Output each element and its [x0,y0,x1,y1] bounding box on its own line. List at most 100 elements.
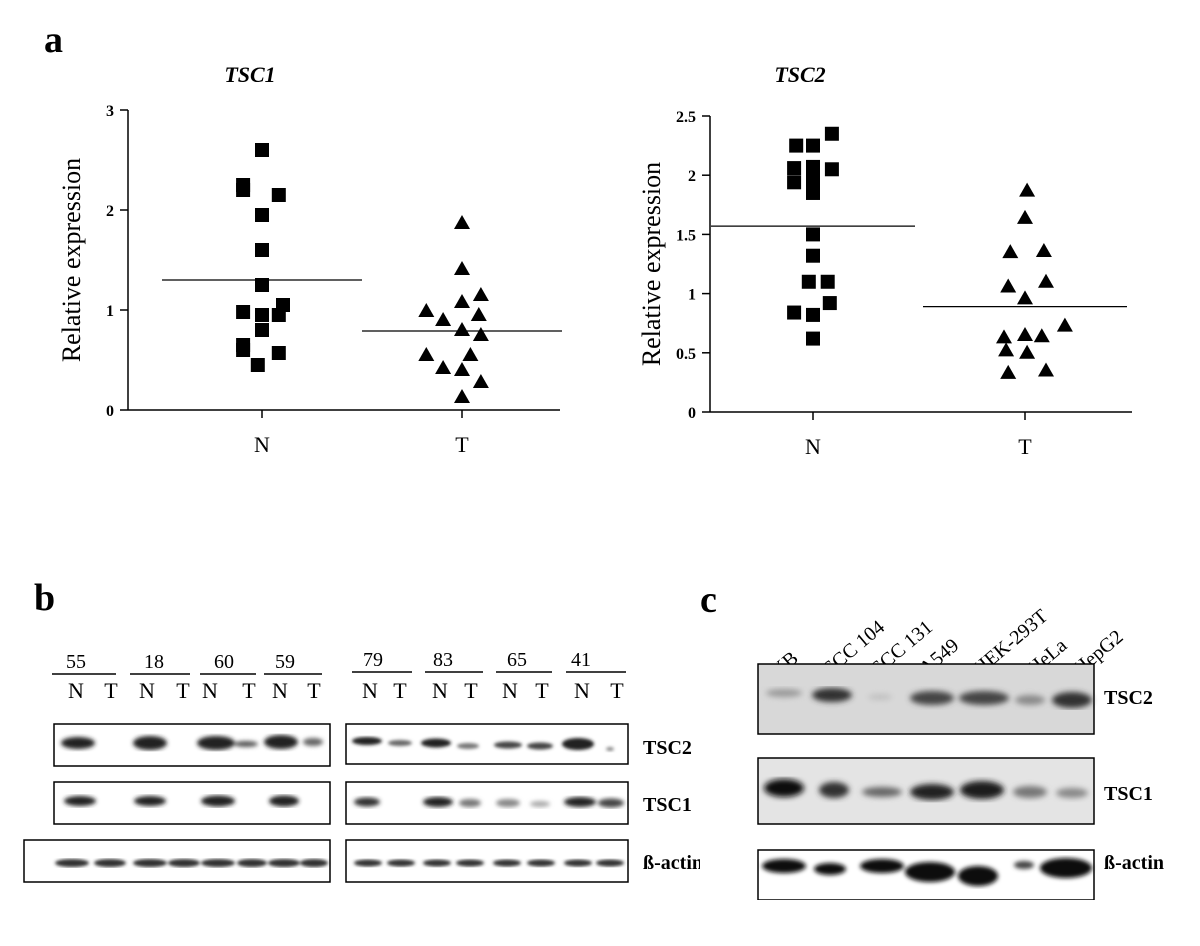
data-point [462,347,479,361]
sample-label: 55 [66,651,86,673]
blot-c-label-tsc2: TSC2 [1104,687,1153,709]
lane-t: T [610,678,624,703]
data-point [806,227,820,242]
y-tick-label: 2 [688,168,696,185]
data-point [1035,242,1052,257]
data-point [806,159,820,174]
data-point [806,172,820,187]
data-point [1038,273,1054,288]
data-point [472,287,489,301]
blot-c-label-actin: ß-actin [1104,852,1164,874]
data-point [255,208,269,222]
blot-c-tsc2-row: TSC2 [757,663,1153,735]
data-point [820,274,835,289]
data-point [271,188,286,202]
y-tick-label: 3 [106,103,114,120]
data-point [801,274,816,289]
lane-t: T [104,678,118,703]
data-point [250,358,265,372]
data-point [255,278,269,292]
data-point [787,175,802,190]
data-point [806,185,820,200]
panel-c-blot: KB SCC 104 SCC 131 A549 HEK-293T HeLa He… [757,605,1153,900]
blot-b-label-actin: ß-actin [643,852,700,874]
data-point [1002,244,1019,259]
data-point [806,307,820,322]
data-point [454,261,470,275]
data-point [1019,344,1036,359]
blot-b-actin-row: ß-actin [23,839,700,883]
data-point [236,305,251,319]
data-point [787,161,802,176]
lane-n: N [139,678,155,703]
data-point [255,308,269,322]
data-point [1017,209,1033,224]
x-tick-label: N [805,434,821,459]
data-point [418,303,435,317]
y-tick-label: 2.5 [676,109,696,126]
data-point [1017,290,1033,305]
data-point [255,323,269,337]
lane-t: T [393,678,407,703]
lane-t: T [176,678,190,703]
data-point [789,138,804,153]
sample-label: 18 [144,651,164,673]
blot-b-label-tsc1: TSC1 [643,794,692,816]
data-point [1033,328,1050,343]
data-point [470,307,487,321]
sample-label: 60 [214,651,234,673]
data-point [996,329,1012,344]
lane-n: N [502,678,518,703]
blot-c-label-tsc1: TSC1 [1104,783,1153,805]
blot-b-sample-groups: 55 18 60 59 79 83 65 41 N T N T N T N T … [52,649,626,703]
lane-n: N [202,678,218,703]
data-point [472,374,489,388]
y-tick-label: 0.5 [676,346,696,363]
lane-n: N [362,678,378,703]
data-point [236,343,251,357]
sample-label: 65 [507,649,527,671]
data-point [236,183,251,197]
data-point [454,322,470,336]
blot-b-tsc2-row: TSC2 [53,723,692,767]
blot-c-tsc1-row: TSC1 [757,757,1153,825]
data-point [822,296,837,311]
data-point [454,294,470,308]
data-point [271,308,286,322]
lane-t: T [535,678,549,703]
lane-n: N [272,678,288,703]
y-tick-label: 2 [106,203,114,220]
y-tick-label: 0 [688,405,696,422]
data-point [1038,362,1054,377]
tsc2-chart: TSC2 Relative expression 0 0.5 1 1.5 2 2.5 N T [637,62,1132,459]
y-tick-label: 0 [106,403,114,420]
data-point [454,215,470,229]
data-point [418,347,435,361]
data-point [824,162,839,177]
data-point [255,143,269,157]
data-point [1000,364,1017,379]
sample-label: 41 [571,649,591,671]
sample-label: 59 [275,651,295,673]
lane-n: N [68,678,84,703]
y-tick-label: 1.5 [676,227,696,244]
data-point [806,331,820,346]
sample-label: 79 [363,649,383,671]
data-point [806,138,820,153]
lane-n: N [432,678,448,703]
panel-letter-a: a [44,19,63,61]
data-point [454,389,470,403]
lane-t: T [464,678,478,703]
lane-t: T [242,678,256,703]
data-point [787,305,802,320]
data-point [271,346,286,360]
data-point [1019,182,1036,197]
tsc1-chart: TSC1 Relative expression 0 1 2 3 N T [57,62,562,457]
panel-a-charts: TSC1 Relative expression 0 1 2 3 N T TSC2 Relati… [57,62,1132,459]
y-tick-label: 1 [688,287,696,304]
blot-c-actin-row [757,849,1095,900]
data-point [435,360,452,374]
panel-b-blot: 55 18 60 59 79 83 65 41 N T N T N T N T … [23,649,700,883]
data-point [1056,317,1073,332]
x-tick-label: T [455,432,469,457]
